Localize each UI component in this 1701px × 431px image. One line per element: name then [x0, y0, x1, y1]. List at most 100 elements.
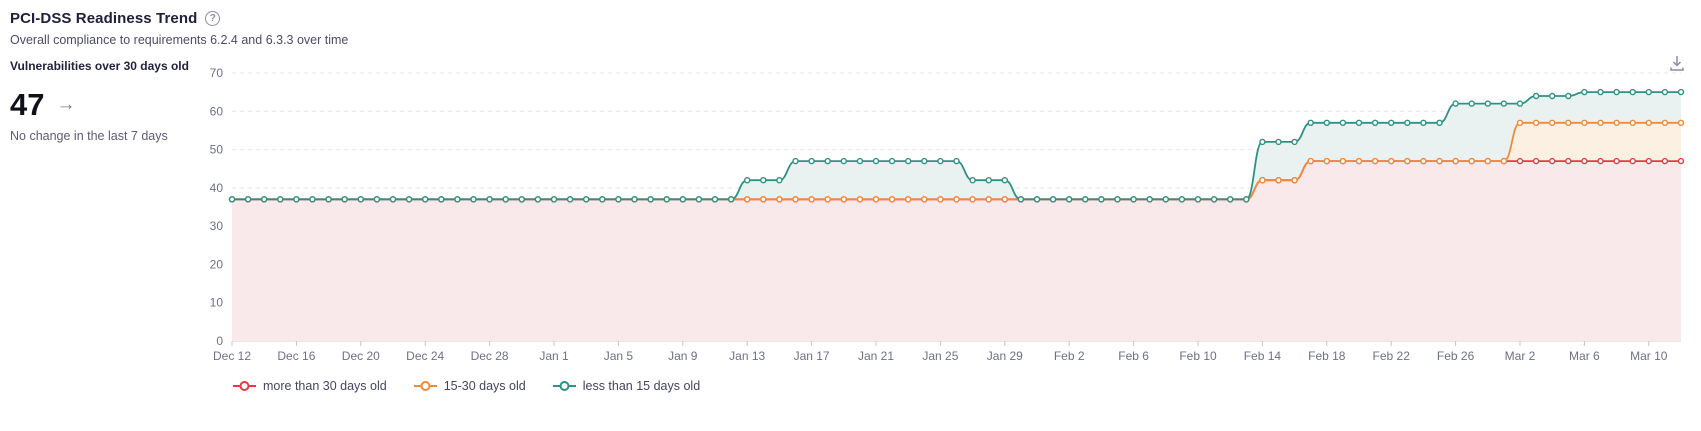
- data-point-marker[interactable]: [1581, 119, 1588, 127]
- data-point-marker[interactable]: [663, 196, 670, 203]
- data-point-marker[interactable]: [1275, 138, 1282, 146]
- data-point-marker[interactable]: [1420, 119, 1427, 127]
- data-point-marker[interactable]: [1275, 176, 1282, 184]
- data-point-marker[interactable]: [744, 176, 751, 184]
- data-point-marker[interactable]: [1210, 196, 1218, 203]
- data-point-marker[interactable]: [727, 196, 735, 203]
- data-point-marker[interactable]: [1371, 157, 1379, 165]
- data-point-marker[interactable]: [1645, 88, 1653, 96]
- data-point-marker[interactable]: [1484, 157, 1492, 165]
- data-point-marker[interactable]: [840, 157, 847, 165]
- data-point-marker[interactable]: [341, 196, 348, 203]
- data-point-marker[interactable]: [421, 196, 429, 203]
- data-point-marker[interactable]: [953, 196, 960, 203]
- data-point-marker[interactable]: [583, 196, 590, 203]
- data-point-marker[interactable]: [1516, 157, 1524, 165]
- data-point-marker[interactable]: [711, 196, 719, 203]
- data-point-marker[interactable]: [615, 196, 622, 203]
- data-point-marker[interactable]: [1355, 119, 1363, 127]
- data-point-marker[interactable]: [744, 196, 751, 203]
- data-point-marker[interactable]: [1243, 196, 1250, 203]
- data-point-marker[interactable]: [872, 196, 880, 203]
- data-point-marker[interactable]: [1404, 119, 1411, 127]
- data-point-marker[interactable]: [599, 196, 606, 203]
- data-point-marker[interactable]: [1339, 157, 1347, 165]
- data-point-marker[interactable]: [1001, 196, 1008, 203]
- data-point-marker[interactable]: [1098, 196, 1105, 203]
- data-point-marker[interactable]: [228, 196, 236, 203]
- data-point-marker[interactable]: [921, 157, 928, 165]
- data-point-marker[interactable]: [260, 196, 268, 203]
- data-point-marker[interactable]: [405, 196, 413, 203]
- data-point-marker[interactable]: [1581, 157, 1588, 165]
- data-point-marker[interactable]: [309, 196, 316, 203]
- data-point-marker[interactable]: [1661, 157, 1669, 165]
- data-point-marker[interactable]: [1661, 119, 1669, 127]
- question-circle-icon[interactable]: ?: [205, 11, 221, 26]
- data-point-marker[interactable]: [1468, 157, 1475, 165]
- data-point-marker[interactable]: [1500, 157, 1508, 165]
- data-point-marker[interactable]: [1130, 196, 1137, 203]
- data-point-marker[interactable]: [824, 157, 831, 165]
- data-point-marker[interactable]: [1017, 196, 1025, 203]
- data-point-marker[interactable]: [1645, 119, 1653, 127]
- data-point-marker[interactable]: [1645, 157, 1653, 165]
- data-point-marker[interactable]: [1532, 92, 1540, 100]
- data-point-marker[interactable]: [792, 196, 799, 203]
- data-point-marker[interactable]: [953, 157, 960, 165]
- data-point-marker[interactable]: [695, 196, 703, 203]
- data-point-marker[interactable]: [792, 157, 799, 165]
- data-point-marker[interactable]: [647, 196, 654, 203]
- data-point-marker[interactable]: [1323, 119, 1331, 127]
- data-point-marker[interactable]: [1146, 196, 1153, 203]
- data-point-marker[interactable]: [1436, 119, 1443, 127]
- data-point-marker[interactable]: [438, 196, 445, 203]
- data-point-marker[interactable]: [534, 196, 542, 203]
- data-point-marker[interactable]: [937, 196, 944, 203]
- data-point-marker[interactable]: [1178, 196, 1186, 203]
- data-point-marker[interactable]: [1548, 119, 1556, 127]
- data-point-marker[interactable]: [1387, 157, 1395, 165]
- data-point-marker[interactable]: [518, 196, 525, 203]
- data-point-marker[interactable]: [1033, 196, 1041, 203]
- data-point-marker[interactable]: [1404, 157, 1411, 165]
- data-point-marker[interactable]: [566, 196, 574, 203]
- data-point-marker[interactable]: [1613, 88, 1620, 96]
- data-point-marker[interactable]: [1114, 196, 1121, 203]
- data-point-marker[interactable]: [1597, 88, 1604, 96]
- data-point-marker[interactable]: [905, 196, 912, 203]
- data-point-marker[interactable]: [776, 176, 783, 184]
- data-point-marker[interactable]: [1371, 119, 1379, 127]
- data-point-marker[interactable]: [856, 196, 864, 203]
- data-point-marker[interactable]: [293, 196, 300, 203]
- data-point-marker[interactable]: [1661, 88, 1669, 96]
- data-point-marker[interactable]: [872, 157, 880, 165]
- data-point-marker[interactable]: [1516, 119, 1524, 127]
- data-point-marker[interactable]: [1565, 92, 1572, 100]
- data-point-marker[interactable]: [325, 196, 332, 203]
- data-point-marker[interactable]: [1259, 176, 1266, 184]
- data-point-marker[interactable]: [1532, 119, 1540, 127]
- data-point-marker[interactable]: [760, 196, 767, 203]
- data-point-marker[interactable]: [1677, 88, 1685, 96]
- data-point-marker[interactable]: [550, 196, 558, 203]
- data-point-marker[interactable]: [1548, 157, 1556, 165]
- data-point-marker[interactable]: [856, 157, 864, 165]
- data-point-marker[interactable]: [937, 157, 944, 165]
- data-point-marker[interactable]: [373, 196, 381, 203]
- data-point-marker[interactable]: [776, 196, 783, 203]
- data-point-marker[interactable]: [1548, 92, 1556, 100]
- download-icon[interactable]: [1667, 53, 1687, 73]
- data-point-marker[interactable]: [1323, 157, 1331, 165]
- data-point-marker[interactable]: [808, 196, 815, 203]
- data-point-marker[interactable]: [679, 196, 686, 203]
- legend-item-15-30-days[interactable]: 15-30 days old: [413, 379, 526, 393]
- data-point-marker[interactable]: [1484, 100, 1492, 107]
- data-point-marker[interactable]: [1452, 157, 1459, 165]
- data-point-marker[interactable]: [1613, 119, 1620, 127]
- data-point-marker[interactable]: [1565, 157, 1572, 165]
- data-point-marker[interactable]: [470, 196, 477, 203]
- data-point-marker[interactable]: [1613, 157, 1620, 165]
- data-point-marker[interactable]: [1082, 196, 1089, 203]
- data-point-marker[interactable]: [1500, 100, 1508, 107]
